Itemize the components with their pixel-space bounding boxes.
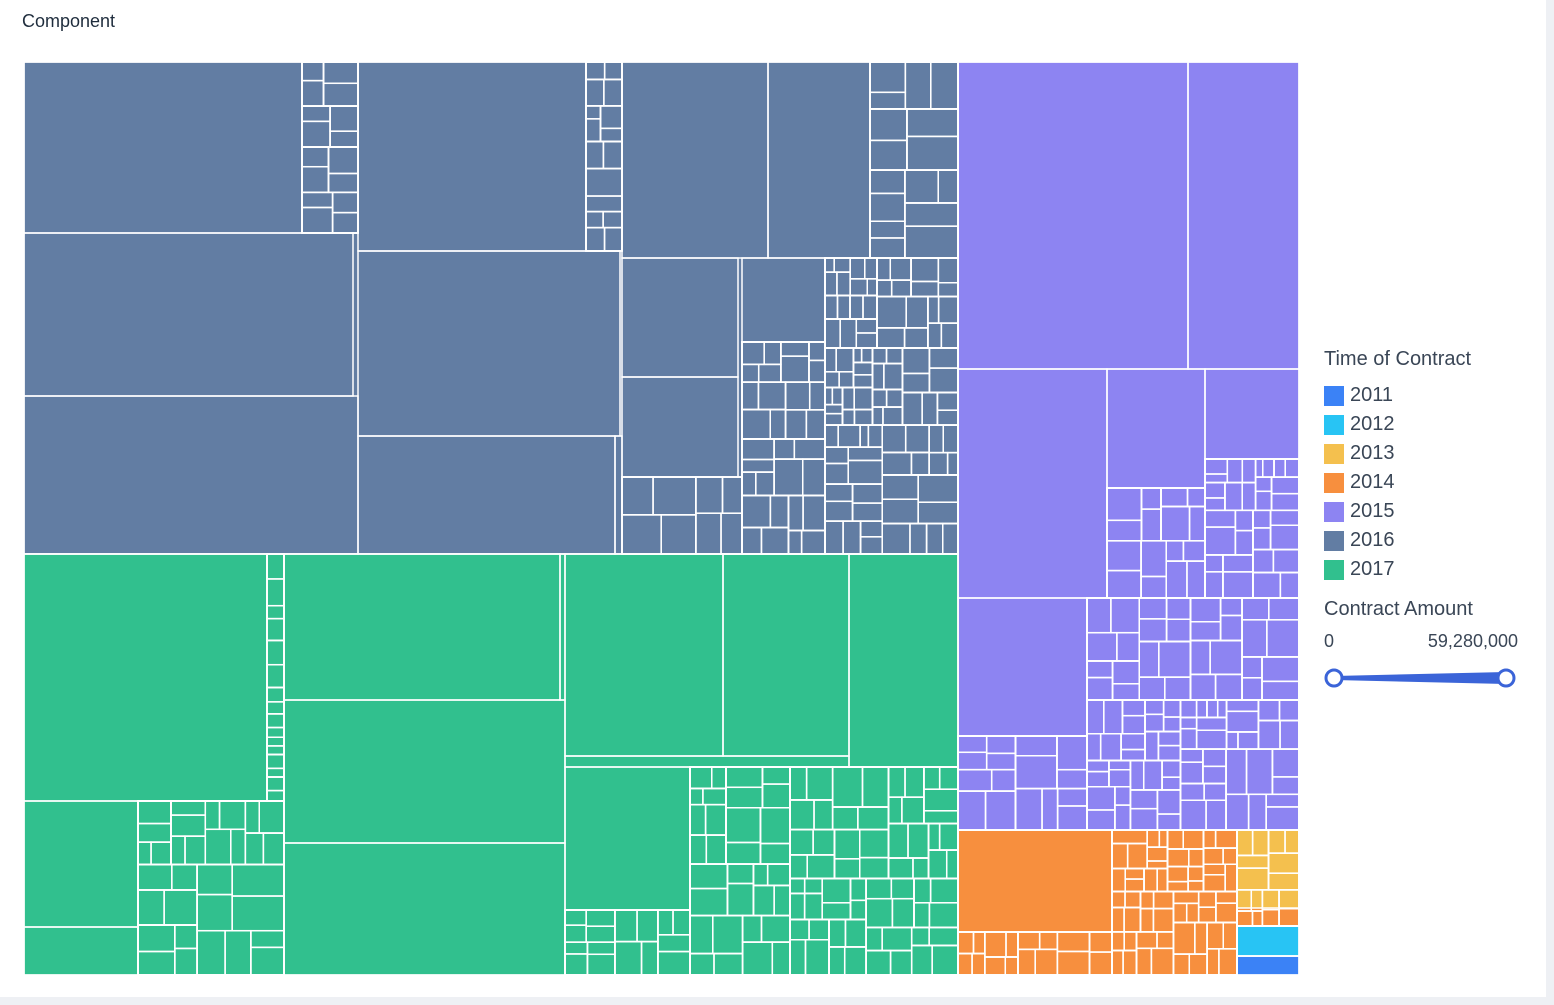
treemap-cell[interactable] bbox=[1236, 955, 1300, 976]
legend-label: 2017 bbox=[1350, 558, 1395, 580]
legend-swatch bbox=[1324, 443, 1344, 464]
legend-swatch bbox=[1324, 501, 1344, 522]
legend-item-2014[interactable]: 2014 bbox=[1324, 468, 1534, 497]
legend-title: Time of Contract bbox=[1324, 348, 1472, 370]
legend-swatch bbox=[1324, 385, 1344, 406]
legend-item-2012[interactable]: 2012 bbox=[1324, 410, 1534, 439]
treemap-group-2014[interactable] bbox=[957, 829, 1238, 976]
treemap-group-2015[interactable] bbox=[957, 61, 1300, 831]
legend-item-2011[interactable]: 2011 bbox=[1324, 381, 1534, 410]
size-range-min: 0 bbox=[1324, 631, 1335, 651]
size-range-track bbox=[1334, 672, 1506, 684]
treemap-group-2012[interactable] bbox=[1236, 925, 1300, 957]
legend-item-2013[interactable]: 2013 bbox=[1324, 439, 1534, 468]
treemap-group-2011[interactable] bbox=[1236, 955, 1300, 976]
legend-item-2016[interactable]: 2016 bbox=[1324, 526, 1534, 555]
legend-label: 2013 bbox=[1350, 442, 1395, 464]
legend-label: 2012 bbox=[1350, 413, 1395, 435]
panel-title: Component bbox=[22, 11, 116, 31]
size-range-max: 59,280,000 bbox=[1427, 631, 1518, 651]
legend-label: 2011 bbox=[1350, 384, 1394, 406]
legend: Time of Contract 2011 2012 2013 2014 2015 201… bbox=[1324, 348, 1534, 655]
legend-item-2015[interactable]: 2015 bbox=[1324, 497, 1534, 526]
legend-swatch bbox=[1324, 472, 1344, 493]
size-range-min-handle[interactable] bbox=[1324, 668, 1344, 688]
legend-swatch bbox=[1324, 530, 1344, 551]
legend-label: 2016 bbox=[1350, 529, 1395, 551]
size-legend-title: Contract Amount bbox=[1324, 598, 1473, 620]
legend-label: 2014 bbox=[1350, 471, 1395, 493]
legend-swatch bbox=[1324, 414, 1344, 435]
legend-label: 2015 bbox=[1350, 500, 1395, 522]
legend-swatch bbox=[1324, 559, 1344, 580]
size-range-labels: 0 59,280,000 bbox=[1324, 631, 1534, 655]
legend-items: 2011 2012 2013 2014 2015 2016 2017 bbox=[1324, 381, 1534, 584]
legend-item-2017[interactable]: 2017 bbox=[1324, 555, 1534, 584]
treemap-cell[interactable] bbox=[250, 946, 285, 976]
size-range-max-handle[interactable] bbox=[1496, 668, 1516, 688]
treemap-group-2016[interactable] bbox=[23, 61, 959, 555]
size-range-slider[interactable] bbox=[1324, 666, 1524, 690]
treemap-group-2017[interactable] bbox=[23, 553, 959, 976]
